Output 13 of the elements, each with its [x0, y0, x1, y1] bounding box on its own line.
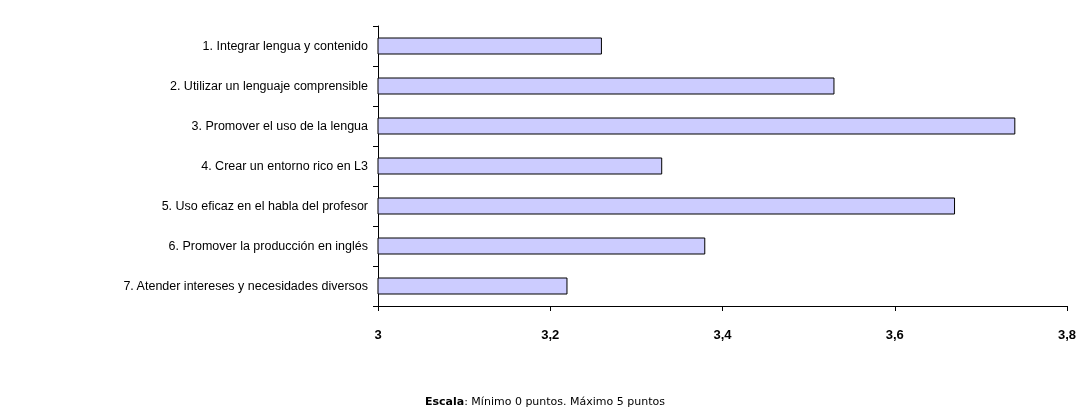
y-tick-label: 4. Crear un entorno rico en L3: [201, 159, 369, 173]
text: Escala: Mínimo 0 puntos. Máximo 5 puntos: [424, 395, 666, 408]
x-tick-label: 3,8: [1057, 327, 1077, 342]
y-tick-label: 3. Promover el uso de la lengua: [191, 119, 369, 133]
x-tick-label: 3,4: [713, 327, 733, 342]
y-tick-label: 1. Integrar lengua y contenido: [202, 39, 369, 53]
x-tick-label: 3: [374, 327, 382, 342]
y-tick-label: 6. Promover la producción en inglés: [168, 239, 368, 253]
y-tick-label: 2. Utilizar un lenguaje comprensible: [169, 79, 369, 93]
y-tick-label: 7. Atender intereses y necesidades diversos: [123, 279, 368, 293]
x-tick-label: 3,2: [541, 327, 560, 342]
y-tick-label: 5. Uso eficaz en el habla del profesor: [161, 199, 368, 213]
x-tick-label: 3,6: [885, 327, 904, 342]
